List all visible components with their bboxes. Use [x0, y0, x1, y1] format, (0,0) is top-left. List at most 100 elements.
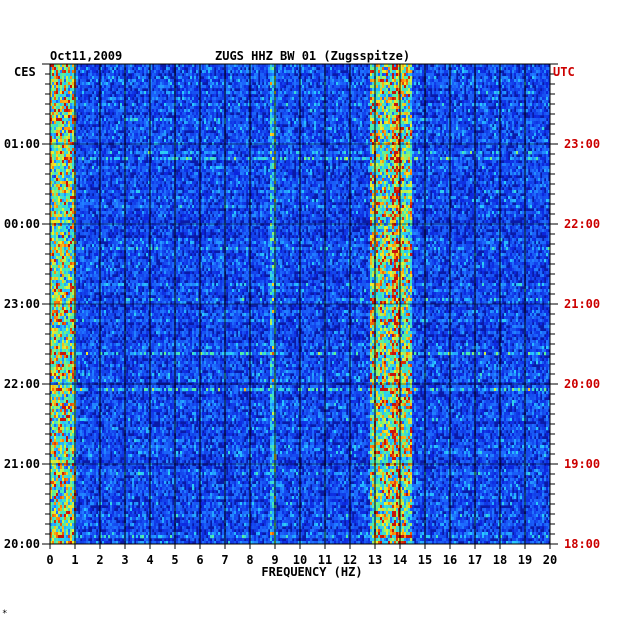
- heatmap-cell: [414, 133, 417, 137]
- heatmap-cell: [346, 121, 349, 125]
- heatmap-cell: [530, 97, 533, 101]
- heatmap-cell: [94, 76, 97, 80]
- heatmap-cell: [328, 85, 331, 89]
- heatmap-cell: [436, 91, 439, 95]
- heatmap-cell: [310, 124, 313, 128]
- heatmap-cell: [84, 76, 87, 80]
- heatmap-cell: [58, 103, 61, 107]
- heatmap-cell: [384, 64, 387, 68]
- heatmap-cell: [258, 85, 261, 89]
- heatmap-cell: [142, 112, 145, 116]
- heatmap-cell: [482, 79, 485, 83]
- heatmap-cell: [378, 85, 381, 89]
- heatmap-cell: [382, 85, 385, 89]
- heatmap-cell: [252, 70, 255, 74]
- heatmap-cell: [306, 67, 309, 71]
- heatmap-cell: [116, 85, 119, 89]
- heatmap-cell: [306, 112, 309, 116]
- heatmap-cell: [154, 85, 157, 89]
- heatmap-cell: [52, 94, 55, 98]
- heatmap-cell: [270, 88, 273, 92]
- heatmap-cell: [432, 73, 435, 77]
- heatmap-cell: [354, 118, 357, 122]
- heatmap-cell: [72, 76, 75, 80]
- heatmap-cell: [278, 112, 281, 116]
- heatmap-cell: [52, 70, 55, 74]
- heatmap-cell: [366, 121, 369, 125]
- heatmap-cell: [350, 109, 353, 113]
- heatmap-cell: [300, 97, 303, 101]
- heatmap-cell: [326, 103, 329, 107]
- heatmap-cell: [388, 109, 391, 113]
- heatmap-cell: [88, 73, 91, 77]
- heatmap-cell: [332, 103, 335, 107]
- heatmap-cell: [456, 118, 459, 122]
- heatmap-cell: [260, 88, 263, 92]
- heatmap-cell: [54, 103, 57, 107]
- heatmap-cell: [88, 109, 91, 113]
- heatmap-cell: [512, 124, 515, 128]
- heatmap-cell: [140, 130, 143, 134]
- heatmap-cell: [362, 88, 365, 92]
- heatmap-cell: [312, 88, 315, 92]
- heatmap-cell: [440, 94, 443, 98]
- heatmap-cell: [228, 88, 231, 92]
- heatmap-cell: [184, 94, 187, 98]
- heatmap-cell: [242, 112, 245, 116]
- heatmap-cell: [530, 130, 533, 134]
- heatmap-cell: [448, 124, 451, 128]
- heatmap-cell: [268, 100, 271, 104]
- heatmap-cell: [458, 124, 461, 128]
- heatmap-cell: [308, 118, 311, 122]
- heatmap-cell: [372, 67, 375, 71]
- heatmap-cell: [130, 118, 133, 122]
- heatmap-cell: [318, 121, 321, 125]
- heatmap-cell: [404, 88, 407, 92]
- heatmap-cell: [210, 133, 213, 137]
- heatmap-cell: [142, 124, 145, 128]
- heatmap-cell: [228, 70, 231, 74]
- heatmap-cell: [126, 115, 129, 119]
- heatmap-cell: [528, 94, 531, 98]
- heatmap-cell: [314, 124, 317, 128]
- heatmap-cell: [72, 97, 75, 101]
- heatmap-cell: [192, 133, 195, 137]
- heatmap-cell: [172, 121, 175, 125]
- heatmap-cell: [162, 91, 165, 95]
- heatmap-cell: [532, 79, 535, 83]
- heatmap-cell: [194, 121, 197, 125]
- heatmap-cell: [220, 85, 223, 89]
- heatmap-cell: [492, 88, 495, 92]
- heatmap-cell: [530, 115, 533, 119]
- heatmap-cell: [330, 94, 333, 98]
- heatmap-cell: [264, 91, 267, 95]
- heatmap-cell: [354, 97, 357, 101]
- heatmap-cell: [256, 103, 259, 107]
- heatmap-cell: [86, 82, 89, 86]
- heatmap-cell: [94, 67, 97, 71]
- heatmap-cell: [338, 85, 341, 89]
- heatmap-cell: [438, 85, 441, 89]
- heatmap-cell: [408, 85, 411, 89]
- heatmap-cell: [58, 118, 61, 122]
- heatmap-cell: [336, 64, 339, 68]
- heatmap-cell: [310, 115, 313, 119]
- heatmap-cell: [516, 97, 519, 101]
- heatmap-cell: [72, 100, 75, 104]
- heatmap-cell: [114, 73, 117, 77]
- heatmap-cell: [460, 94, 463, 98]
- heatmap-cell: [406, 106, 409, 110]
- heatmap-cell: [128, 100, 131, 104]
- heatmap-cell: [436, 118, 439, 122]
- heatmap-cell: [502, 97, 505, 101]
- heatmap-cell: [468, 79, 471, 83]
- heatmap-cell: [388, 88, 391, 92]
- heatmap-cell: [232, 109, 235, 113]
- heatmap-cell: [246, 82, 249, 86]
- heatmap-cell: [384, 67, 387, 71]
- heatmap-cell: [494, 67, 497, 71]
- heatmap-cell: [70, 103, 73, 107]
- heatmap-cell: [142, 103, 145, 107]
- heatmap-cell: [188, 85, 191, 89]
- heatmap-cell: [412, 94, 415, 98]
